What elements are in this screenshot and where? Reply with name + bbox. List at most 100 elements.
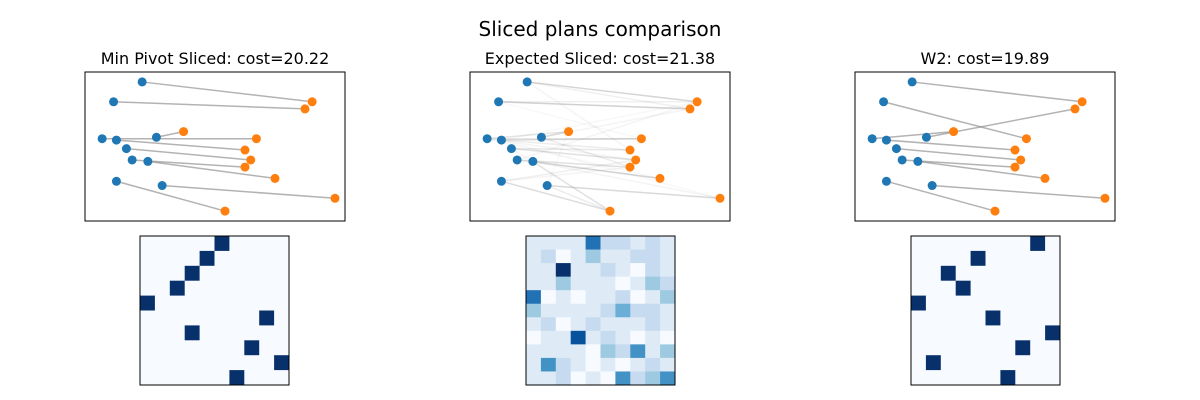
plan-cell (140, 340, 156, 356)
plan-cell (199, 370, 215, 386)
transport-edge (511, 147, 636, 161)
plan-cell (259, 325, 275, 341)
target-point (1040, 173, 1050, 183)
target-point (179, 127, 189, 137)
plan-cell (199, 355, 215, 371)
plan-cell (970, 325, 986, 341)
plan-cell (526, 276, 542, 291)
plan-cell (555, 276, 572, 291)
transport-edge (527, 81, 698, 103)
target-point (270, 173, 280, 183)
plan-cell (970, 265, 986, 282)
plan-cell (585, 317, 601, 332)
plan-cell (585, 344, 601, 359)
plan-cell (214, 295, 230, 311)
plan-cell (911, 340, 927, 356)
plan-cell (660, 357, 676, 372)
plan-cell (140, 310, 156, 326)
plan-cell (526, 263, 542, 278)
plan-cell (585, 236, 601, 250)
plan-cell (660, 371, 676, 386)
plan-cell (985, 310, 1001, 326)
figure-suptitle: Sliced plans comparison (479, 17, 722, 41)
plan-cell (154, 236, 171, 252)
plan-cell (585, 303, 601, 318)
plan-cell (940, 236, 957, 252)
plan-cell (911, 325, 927, 341)
target-point (685, 104, 695, 114)
transport-edge (501, 137, 642, 141)
plan-cell (154, 355, 171, 371)
plan-cell (660, 344, 676, 359)
plan-cell (199, 325, 215, 341)
plan-cell (615, 249, 631, 264)
plan-cell (585, 357, 601, 372)
plan-cell (600, 317, 616, 332)
transport-edge (886, 139, 1016, 151)
target-point (1010, 162, 1020, 172)
plan-cell (645, 317, 661, 332)
source-point (522, 77, 532, 87)
plan-cell (600, 330, 616, 345)
plan-cell (184, 265, 200, 282)
plan-cell (540, 290, 557, 305)
plan-cell (259, 310, 275, 326)
plan-cell (660, 290, 676, 305)
plan-cell (259, 370, 275, 386)
plan-cell (970, 340, 986, 356)
transport-edges (486, 81, 721, 212)
plan-cell (229, 310, 245, 326)
plan-cell (526, 330, 542, 345)
transport-edge (501, 139, 721, 200)
heatmap-frame (910, 235, 1061, 386)
scatter-panel-1: Min Pivot Sliced: cost=20.22 (84, 49, 346, 222)
plan-cell (645, 263, 661, 278)
plan-cell (259, 280, 275, 296)
plan-cell (259, 355, 275, 371)
plan-cell (925, 355, 942, 371)
plan-cell (244, 325, 260, 341)
plan-cell (1030, 325, 1046, 341)
plan-cell (660, 303, 676, 318)
plan-cell (645, 276, 661, 291)
plan-cell (585, 330, 601, 345)
transport-edge (886, 180, 996, 212)
transport-edge (532, 160, 721, 200)
plan-cell (169, 340, 186, 356)
source-point (881, 176, 891, 186)
plan-cell (955, 295, 971, 311)
plan-cell (244, 250, 260, 267)
plan-cell (555, 357, 572, 372)
plan-cell (660, 330, 676, 345)
plan-cell (630, 317, 646, 332)
plan-cell (570, 236, 586, 250)
plan-cell (925, 250, 942, 267)
plan-cell (169, 325, 186, 341)
source-point (109, 97, 119, 107)
plan-cell (154, 265, 171, 282)
plan-cell (555, 330, 572, 345)
plan-cell (940, 280, 957, 296)
plan-cell (555, 344, 572, 359)
plan-cell (985, 265, 1001, 282)
plan-cell (259, 250, 275, 267)
plan-cell (955, 310, 971, 326)
target-point (220, 206, 230, 216)
source-point (867, 134, 877, 144)
transport-edge (932, 184, 1106, 200)
transport-edge (896, 147, 1021, 161)
plan-cell (184, 370, 200, 386)
plan-cell (154, 250, 171, 267)
plan-cell (169, 310, 186, 326)
source-point (506, 144, 516, 154)
plan-cell (1000, 355, 1016, 371)
plan-cell (955, 370, 971, 386)
plan-cell (660, 263, 676, 278)
plan-cell (229, 250, 245, 267)
plan-cell (540, 263, 557, 278)
plan-cell (229, 325, 245, 341)
plan-cell (244, 340, 260, 356)
plan-cell (630, 330, 646, 345)
plan-cell (169, 355, 186, 371)
plan-cell (214, 250, 230, 267)
